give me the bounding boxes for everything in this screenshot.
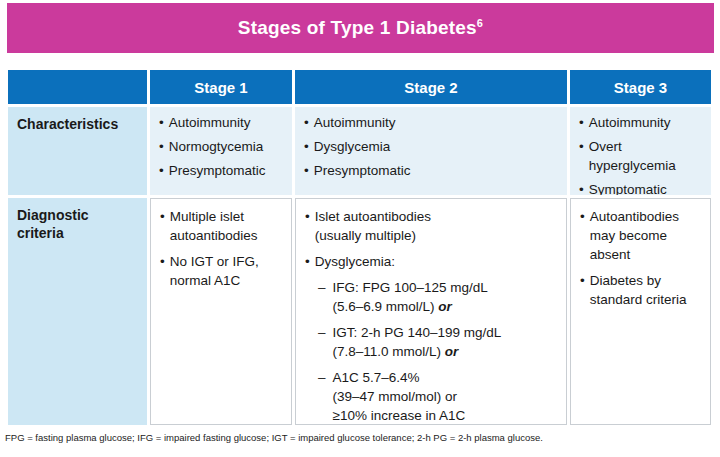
item-text: Autoantibodiesmay becomeabsent xyxy=(590,207,679,264)
diagnostic-stage-2-cell: •Islet autoantibodies(usually multiple)•… xyxy=(295,198,567,425)
abbreviations-footnote: FPG = fasting plasma glucose; IFG = impa… xyxy=(5,432,720,443)
bullet-marker: • xyxy=(305,252,310,271)
sub-item: –A1C 5.7–6.4%(39–47 mmol/mol) or≥10% inc… xyxy=(318,368,562,425)
bullet-marker: • xyxy=(160,207,165,245)
header-cell-blank xyxy=(8,70,147,104)
row-label-diagnostic-criteria: Diagnostic criteria xyxy=(8,198,147,425)
bullet-item: • Dysglycemia: xyxy=(305,252,562,271)
bullet-marker: • xyxy=(579,113,584,132)
bullet-marker: • xyxy=(304,161,309,180)
dash-marker: – xyxy=(318,368,326,425)
bullet-marker: • xyxy=(160,252,165,290)
characteristics-stage-2-cell: • Autoimmunity • Dysglycemia • Presymptomatic xyxy=(295,107,567,195)
bullet-item: •Islet autoantibodies(usually multiple) xyxy=(305,207,562,245)
item-text: Dysglycemia xyxy=(314,137,391,156)
bullet-item: •No IGT or IFG,normal A1C xyxy=(160,252,287,290)
bullet-item: • Presymptomatic xyxy=(304,161,563,180)
bullet-marker: • xyxy=(304,137,309,156)
bullet-item: • Autoimmunity xyxy=(304,113,563,132)
item-text: Symptomatic xyxy=(589,180,667,195)
bullet-item: •Multiple isletautoantibodies xyxy=(160,207,287,245)
or-conjunction: or xyxy=(438,299,452,314)
item-text: Autoimmunity xyxy=(314,113,396,132)
bullet-marker: • xyxy=(579,180,584,195)
bullet-marker: • xyxy=(305,207,310,245)
item-text: Islet autoantibodies(usually multiple) xyxy=(315,207,431,245)
bullet-item: • Autoimmunity xyxy=(159,113,288,132)
bullet-marker: • xyxy=(580,271,585,309)
row-label-characteristics: Characteristics xyxy=(8,107,147,195)
bullet-item: • Autoimmunity xyxy=(579,113,707,132)
item-text: Autoimmunity xyxy=(589,113,671,132)
bullet-marker: • xyxy=(159,161,164,180)
item-text: IGT: 2-h PG 140–199 mg/dL(7.8–11.0 mmol/… xyxy=(333,323,502,361)
sub-item: –IGT: 2-h PG 140–199 mg/dL(7.8–11.0 mmol… xyxy=(318,323,562,361)
item-text: Autoimmunity xyxy=(169,113,251,132)
dash-marker: – xyxy=(318,278,326,316)
bullet-item: • Symptomatic xyxy=(579,180,707,195)
page-title-text: Stages of Type 1 Diabetes xyxy=(238,17,477,38)
bullet-item: • Presymptomatic xyxy=(159,161,288,180)
item-text: Normogtycemia xyxy=(169,137,264,156)
bullet-item: • Normogtycemia xyxy=(159,137,288,156)
bullet-item: • Dysglycemia xyxy=(304,137,563,156)
item-text: Diabetes bystandard criteria xyxy=(590,271,687,309)
bullet-marker: • xyxy=(304,113,309,132)
bullet-marker: • xyxy=(579,137,584,175)
bullet-marker: • xyxy=(580,207,585,264)
page-title-superscript: 6 xyxy=(477,17,483,29)
or-conjunction: or xyxy=(445,344,459,359)
item-text: IFG: FPG 100–125 mg/dL(5.6–6.9 mmol/L) o… xyxy=(333,278,488,316)
diagnostic-stage-1-cell: •Multiple isletautoantibodies•No IGT or … xyxy=(150,198,292,425)
item-text: No IGT or IFG,normal A1C xyxy=(170,252,259,290)
dash-marker: – xyxy=(318,323,326,361)
diagnostic-stage-3-cell: •Autoantibodiesmay becomeabsent•Diabetes… xyxy=(570,198,711,425)
characteristics-stage-3-cell: •Autoimmunity•Overthyperglycemia•Symptom… xyxy=(570,107,711,195)
item-text: Multiple isletautoantibodies xyxy=(170,207,258,245)
item-text: Presymptomatic xyxy=(169,161,266,180)
item-text: Dysglycemia: xyxy=(315,252,395,271)
stages-table: Stage 1 Stage 2 Stage 3 Characteristics … xyxy=(8,70,711,425)
header-cell-stage-1: Stage 1 xyxy=(150,70,292,104)
bullet-marker: • xyxy=(159,137,164,156)
sub-item: –IFG: FPG 100–125 mg/dL(5.6–6.9 mmol/L) … xyxy=(318,278,562,316)
characteristics-stage-1-cell: • Autoimmunity • Normogtycemia • Presymptomat… xyxy=(150,107,292,195)
bullet-marker: • xyxy=(159,113,164,132)
bullet-item: •Diabetes bystandard criteria xyxy=(580,271,706,309)
item-text: A1C 5.7–6.4%(39–47 mmol/mol) or≥10% incr… xyxy=(333,368,466,425)
title-banner: Stages of Type 1 Diabetes6 xyxy=(7,3,714,53)
item-text: Presymptomatic xyxy=(314,161,411,180)
header-cell-stage-3: Stage 3 xyxy=(570,70,711,104)
page-title: Stages of Type 1 Diabetes6 xyxy=(238,17,483,39)
item-text: Overthyperglycemia xyxy=(589,137,676,175)
header-cell-stage-2: Stage 2 xyxy=(295,70,567,104)
bullet-item: •Autoantibodiesmay becomeabsent xyxy=(580,207,706,264)
bullet-item: •Overthyperglycemia xyxy=(579,137,707,175)
